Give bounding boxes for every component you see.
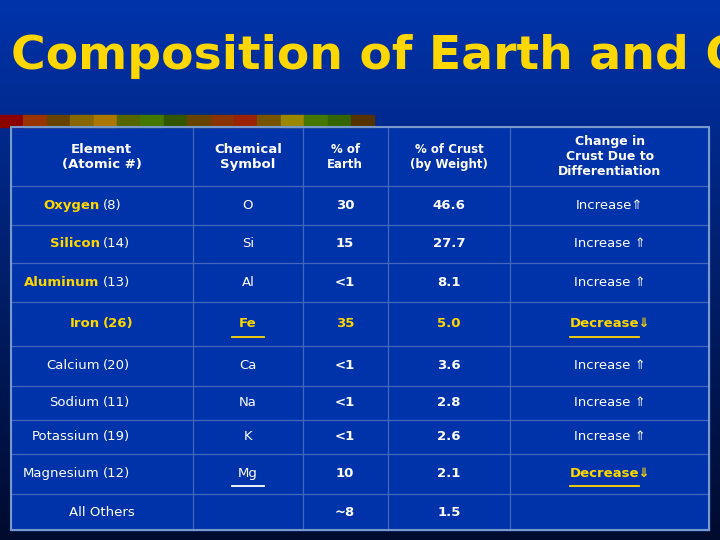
Bar [94, 115, 117, 127]
Text: 10: 10 [336, 467, 354, 480]
Bar [140, 115, 164, 127]
Text: Oxygen: Oxygen [43, 199, 99, 212]
Bar [11, 127, 709, 530]
Text: Change in
Crust Due to
Differentiation: Change in Crust Due to Differentiation [558, 135, 662, 178]
Text: <1: <1 [335, 359, 355, 372]
Bar [117, 115, 140, 127]
Bar [328, 115, 351, 127]
Text: (13): (13) [102, 276, 130, 289]
Text: All Others: All Others [69, 505, 135, 518]
Text: 35: 35 [336, 317, 354, 330]
Text: ~8: ~8 [335, 505, 355, 518]
Text: Iron: Iron [70, 317, 99, 330]
Bar [258, 115, 281, 127]
Text: Sodium: Sodium [50, 396, 99, 409]
Text: Magnesium: Magnesium [23, 467, 99, 480]
Text: 8.1: 8.1 [437, 276, 461, 289]
Text: Al: Al [241, 276, 254, 289]
Text: (14): (14) [102, 238, 130, 251]
Text: 15: 15 [336, 238, 354, 251]
Text: Increase ⇑: Increase ⇑ [574, 430, 646, 443]
Text: 46.6: 46.6 [433, 199, 465, 212]
Bar [164, 115, 187, 127]
Text: O: O [243, 199, 253, 212]
Text: 3.6: 3.6 [437, 359, 461, 372]
Bar [210, 115, 234, 127]
Text: <1: <1 [335, 430, 355, 443]
Text: (11): (11) [102, 396, 130, 409]
Text: Mg: Mg [238, 467, 258, 480]
Text: 5.0: 5.0 [437, 317, 461, 330]
Bar [351, 115, 374, 127]
Text: 2.1: 2.1 [437, 467, 461, 480]
Text: 2.6: 2.6 [437, 430, 461, 443]
Text: Increase⇑: Increase⇑ [576, 199, 644, 212]
Text: Aluminum: Aluminum [24, 276, 99, 289]
Text: Increase ⇑: Increase ⇑ [574, 276, 646, 289]
Text: K: K [243, 430, 252, 443]
Text: Potassium: Potassium [32, 430, 99, 443]
Text: Decrease⇓: Decrease⇓ [570, 467, 650, 480]
Text: Silicon: Silicon [50, 238, 99, 251]
Text: (26): (26) [102, 317, 133, 330]
Text: <1: <1 [335, 276, 355, 289]
Bar [71, 115, 94, 127]
Text: % of Crust
(by Weight): % of Crust (by Weight) [410, 143, 488, 171]
Bar [281, 115, 304, 127]
Text: (12): (12) [102, 467, 130, 480]
Text: Ca: Ca [239, 359, 256, 372]
Text: Increase ⇑: Increase ⇑ [574, 396, 646, 409]
Text: 27.7: 27.7 [433, 238, 465, 251]
Bar [47, 115, 71, 127]
Text: Composition of Earth and Crust: Composition of Earth and Crust [11, 34, 720, 79]
Text: Increase ⇑: Increase ⇑ [574, 359, 646, 372]
Text: Na: Na [239, 396, 257, 409]
Text: (8): (8) [102, 199, 121, 212]
Bar [11, 127, 709, 530]
Text: % of
Earth: % of Earth [328, 143, 363, 171]
Text: Element
(Atomic #): Element (Atomic #) [62, 143, 142, 171]
Bar [187, 115, 210, 127]
Bar [304, 115, 328, 127]
Bar [0, 115, 23, 127]
Text: <1: <1 [335, 396, 355, 409]
Text: 2.8: 2.8 [437, 396, 461, 409]
Text: Decrease⇓: Decrease⇓ [570, 317, 650, 330]
Text: Increase ⇑: Increase ⇑ [574, 238, 646, 251]
Text: Calcium: Calcium [46, 359, 99, 372]
Bar [23, 115, 47, 127]
Text: Chemical
Symbol: Chemical Symbol [214, 143, 282, 171]
Text: Si: Si [242, 238, 254, 251]
Text: Fe: Fe [239, 317, 256, 330]
Text: 30: 30 [336, 199, 354, 212]
Text: (19): (19) [102, 430, 130, 443]
Text: (20): (20) [102, 359, 130, 372]
Bar [234, 115, 258, 127]
Text: 1.5: 1.5 [437, 505, 461, 518]
